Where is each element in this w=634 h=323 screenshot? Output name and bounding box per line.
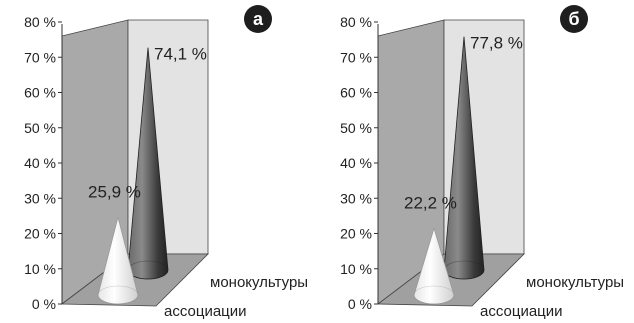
value-label: 74,1 % (154, 45, 207, 64)
y-tick-label: 50 % (340, 120, 372, 136)
y-tick-label: 30 % (340, 190, 372, 206)
y-tick-label: 0 % (348, 296, 372, 312)
cone-base (97, 285, 139, 305)
y-tick-label: 80 % (340, 14, 372, 30)
y-tick-label: 40 % (24, 155, 56, 171)
y-tick-label: 10 % (340, 261, 372, 277)
panel-label: б (568, 9, 579, 29)
y-tick-label: 20 % (340, 226, 372, 242)
category-label: ассоциации (164, 303, 247, 320)
chart-panel-b: 0 % 10 % 20 % 30 % 40 % 50 % 60 % 70 % 80 % монок… (340, 5, 624, 320)
y-tick-label: 40 % (340, 155, 372, 171)
y-tick-label: 0 % (32, 296, 56, 312)
y-tick-label: 20 % (24, 226, 56, 242)
category-label: монокультуры (526, 274, 624, 291)
value-label: 22,2 % (404, 193, 457, 212)
y-tick-label: 60 % (24, 85, 56, 101)
y-tick-label: 50 % (24, 120, 56, 136)
panel-label: а (253, 9, 264, 29)
value-label: 77,8 % (470, 34, 523, 53)
y-tick-label: 10 % (24, 261, 56, 277)
category-label: ассоциации (480, 303, 563, 320)
y-tick-label: 70 % (24, 49, 56, 65)
category-label: монокультуры (210, 274, 308, 291)
panel-label-badge (244, 5, 272, 33)
chart-panel-a: 0 % 10 % 20 % 30 % 40 % 50 % 60 % 70 % 80 % монок… (24, 5, 308, 320)
y-tick-label: 70 % (340, 49, 372, 65)
panel-label-badge (560, 5, 588, 33)
y-tick-label: 80 % (24, 14, 56, 30)
value-label: 25,9 % (88, 182, 141, 201)
y-tick-label: 30 % (24, 190, 56, 206)
y-tick-label: 60 % (340, 85, 372, 101)
cone-base (413, 285, 455, 305)
